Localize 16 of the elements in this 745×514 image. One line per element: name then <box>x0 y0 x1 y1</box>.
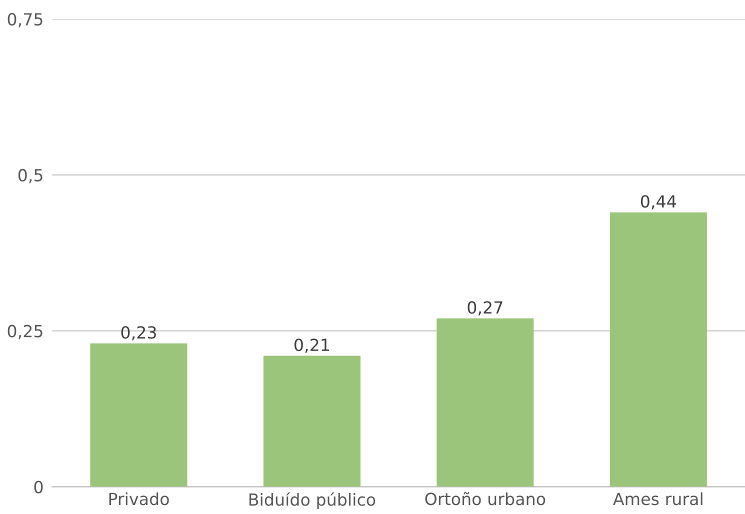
data-label: 0,21 <box>294 338 329 353</box>
x-tick-label: Privado <box>109 492 169 506</box>
y-tick-label: 0,5 <box>18 168 42 184</box>
x-tick-label: Ortoño urbano <box>425 492 546 506</box>
y-tick-label: 0,25 <box>8 324 42 340</box>
bar <box>436 318 534 487</box>
x-tick-label: Biduído público <box>249 492 376 510</box>
data-label: 0,23 <box>121 326 156 340</box>
bar <box>610 212 707 487</box>
y-tick-label: 0 <box>34 480 43 494</box>
y-tick-label: 0,75 <box>8 12 42 28</box>
bar <box>263 356 360 487</box>
bar <box>90 343 188 487</box>
data-label: 0,44 <box>640 195 676 210</box>
data-label: 0,27 <box>468 301 502 316</box>
x-tick-label: Ames rural <box>613 492 702 506</box>
